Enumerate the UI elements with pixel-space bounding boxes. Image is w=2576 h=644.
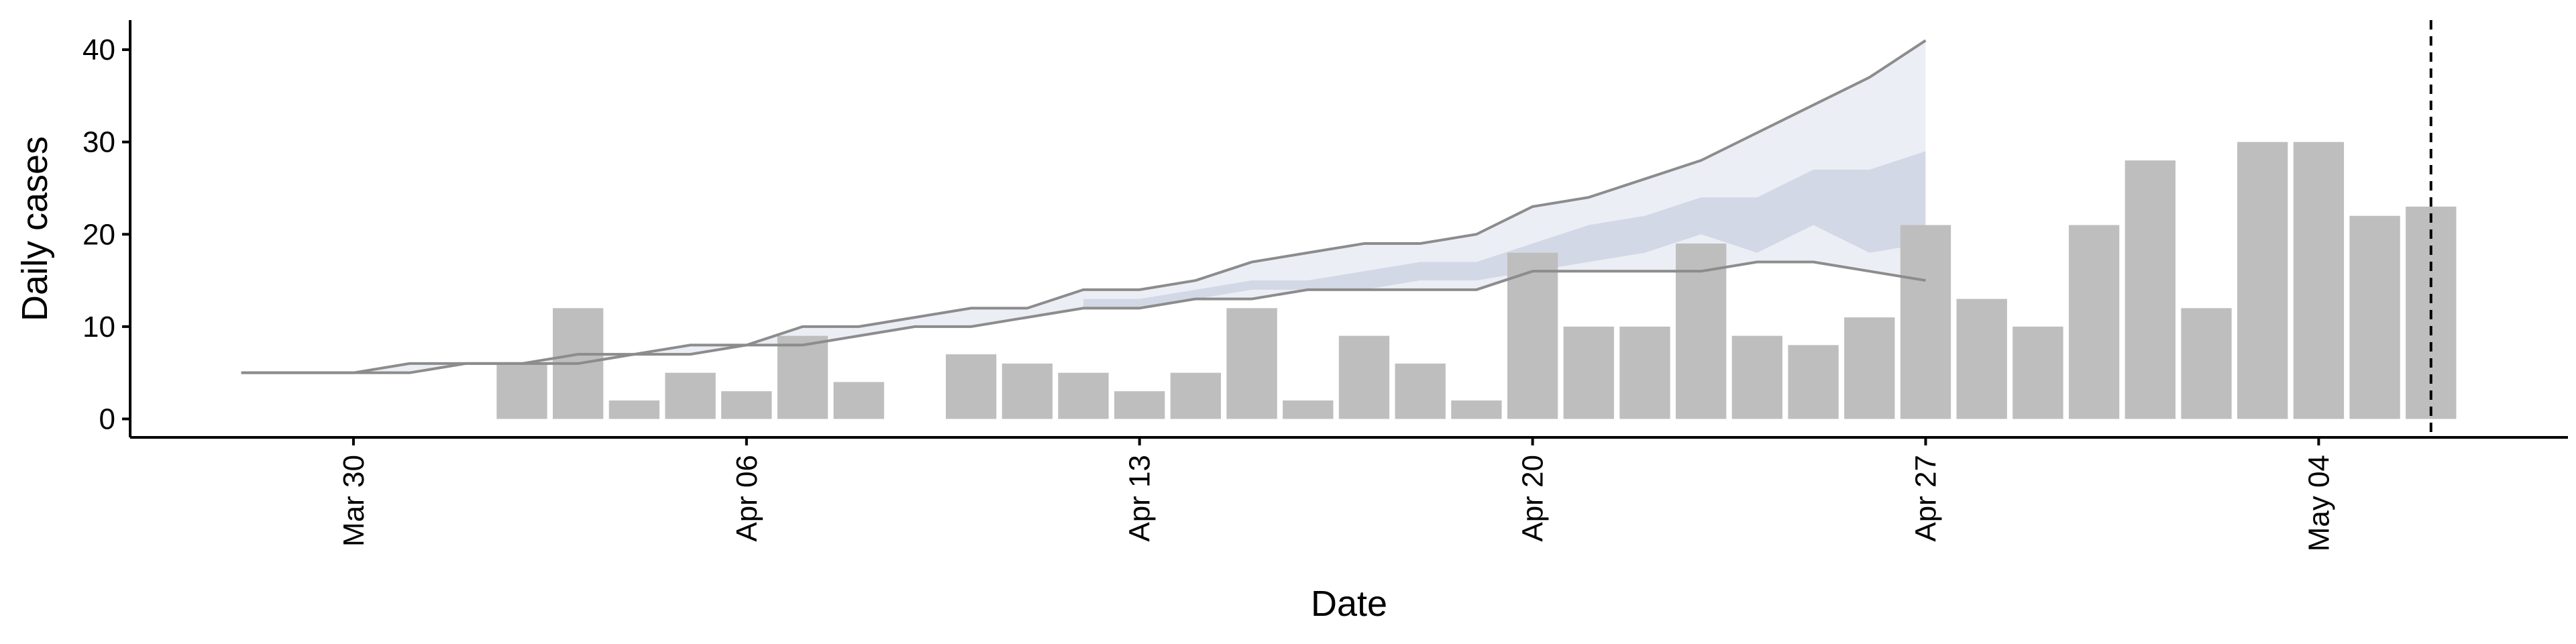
y-axis-title: Daily cases: [15, 136, 55, 321]
bar: [1563, 326, 1614, 419]
bar: [1676, 244, 1727, 419]
x-tick-label: Apr 06: [731, 455, 763, 542]
bar: [2068, 225, 2120, 419]
y-tick-label: 30: [83, 126, 115, 159]
band-area: [1083, 151, 1926, 309]
bar: [608, 400, 660, 419]
bar: [2125, 160, 2176, 419]
bar: [1844, 317, 1895, 419]
y-tick-label: 10: [83, 311, 115, 343]
x-axis-title: Date: [1311, 584, 1387, 624]
y-tick-label: 40: [83, 34, 115, 66]
bar: [721, 391, 772, 419]
bar: [1002, 363, 1053, 419]
bar: [665, 372, 716, 419]
x-tick-label: May 04: [2302, 455, 2335, 551]
x-tick-label: Mar 30: [337, 455, 370, 547]
bar: [945, 354, 997, 419]
bar: [1114, 391, 1165, 419]
bar: [1058, 372, 1109, 419]
bar: [1731, 335, 1783, 419]
bar: [1507, 252, 1558, 419]
bar: [2012, 326, 2063, 419]
y-tick-label: 0: [99, 402, 115, 435]
bar: [2293, 142, 2345, 419]
bar: [1956, 299, 2007, 419]
bar: [1619, 326, 1670, 419]
bar: [1283, 400, 1334, 419]
x-tick-label: Apr 13: [1124, 455, 1157, 542]
bar: [2237, 142, 2288, 419]
bar: [1226, 308, 1277, 419]
band-line: [241, 260, 1926, 374]
x-tick-label: Apr 20: [1517, 455, 1550, 542]
bar: [1338, 335, 1390, 419]
x-tick-label: Apr 27: [1910, 455, 1943, 542]
bar: [1451, 400, 1502, 419]
bar: [1788, 345, 1839, 419]
bar: [496, 363, 547, 419]
bar: [2349, 215, 2400, 419]
bar: [833, 382, 884, 419]
bar: [777, 335, 828, 419]
bar: [1900, 225, 1951, 419]
bar: [2181, 308, 2232, 419]
y-tick-label: 20: [83, 218, 115, 251]
bar: [1170, 372, 1222, 419]
bar: [1395, 363, 1446, 419]
